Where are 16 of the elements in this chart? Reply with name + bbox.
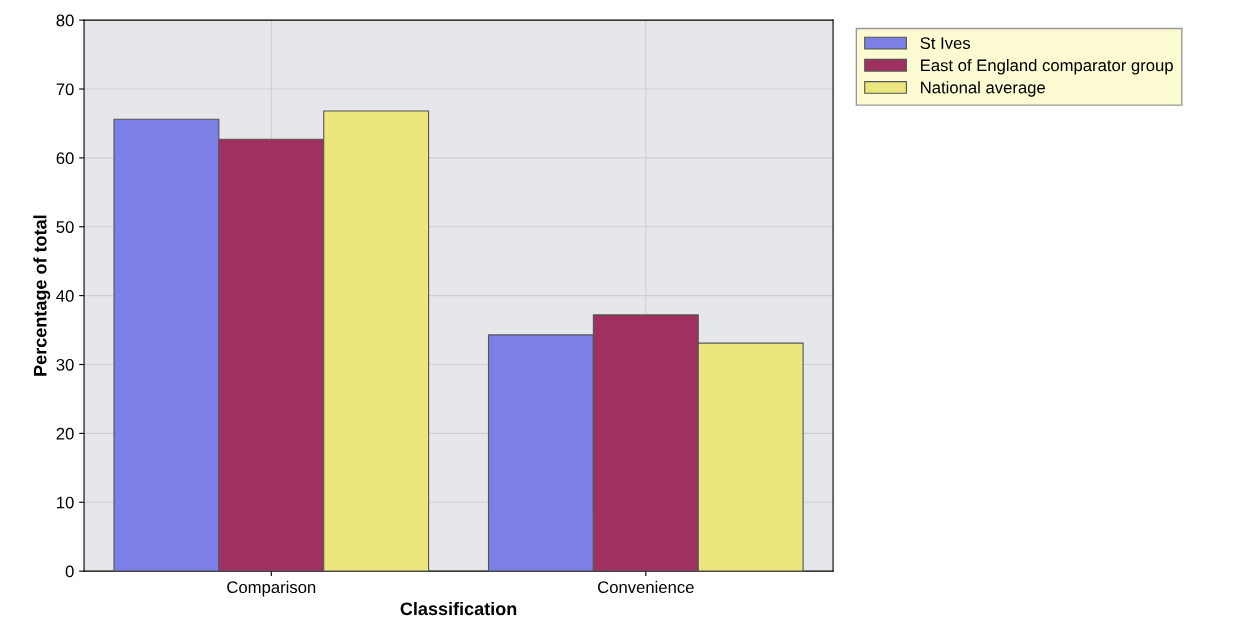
legend-label: St Ives <box>920 37 971 50</box>
legend-label: East of England comparator group <box>921 59 1173 75</box>
x-axis-title: Classification <box>400 601 517 616</box>
x-tick-label: Convenience <box>598 580 694 594</box>
y-tick-label: 50 <box>56 221 74 233</box>
legend-label: National average <box>921 81 1045 97</box>
y-tick-label: 70 <box>56 83 74 96</box>
y-tick-label: 80 <box>56 14 74 27</box>
y-tick-label: 30 <box>56 358 74 371</box>
y-axis-title: Percentage of total <box>33 215 51 376</box>
x-tick-label: Comparison <box>227 580 316 597</box>
y-tick-label: 40 <box>56 290 74 302</box>
y-tick-label: 0 <box>65 565 74 578</box>
y-tick-label: 10 <box>57 496 74 509</box>
y-tick-label: 60 <box>56 152 74 165</box>
y-tick-label: 20 <box>56 427 74 440</box>
